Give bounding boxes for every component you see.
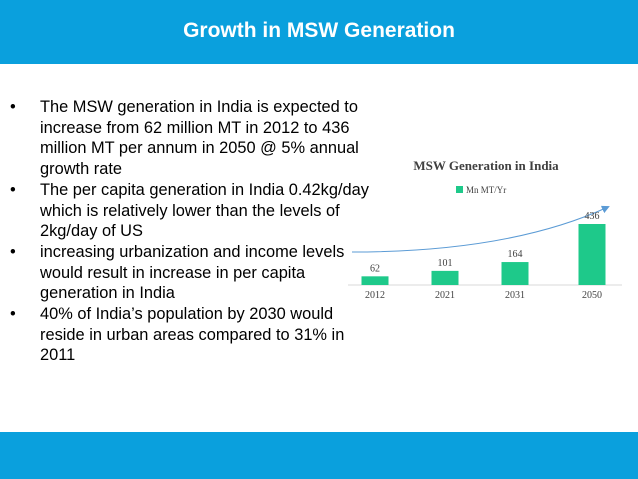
msw-chart: MSW Generation in India Mn MT/Yr 62 2012 1… [340, 152, 630, 312]
header-bar: Growth in MSW Generation [0, 0, 638, 64]
bullet-marker: • [10, 305, 16, 324]
bullet-text: The per capita generation in India 0.42k… [40, 180, 369, 241]
data-label-2021: 101 [438, 258, 453, 269]
x-tick-2021: 2021 [435, 290, 455, 301]
bar-2031 [501, 262, 529, 285]
bar-2050 [578, 224, 606, 285]
bullet-marker: • [10, 98, 16, 116]
bullet-text: increasing urbanization and income level… [40, 242, 345, 303]
bullet-list: • The MSW generation in India is expecte… [10, 97, 370, 366]
bullet-item: • 40% of India’s population by 2030 woul… [10, 304, 370, 366]
bar-2021 [431, 270, 459, 285]
x-tick-2050: 2050 [582, 290, 602, 301]
x-tick-2012: 2012 [365, 290, 385, 301]
bullet-item: • increasing urbanization and income lev… [10, 242, 370, 304]
bullet-text: The MSW generation in India is expected … [40, 98, 359, 179]
bullet-item: • The per capita generation in India 0.4… [10, 180, 370, 242]
data-label-2031: 164 [508, 249, 523, 260]
legend-label: Mn MT/Yr [466, 185, 506, 195]
bullet-marker: • [10, 180, 16, 199]
msw-chart-svg: MSW Generation in India Mn MT/Yr 62 2012 1… [348, 158, 622, 301]
bullet-item: • The MSW generation in India is expecte… [10, 97, 370, 180]
bar-2012 [361, 276, 389, 285]
trend-arrow [351, 205, 610, 253]
data-label-2012: 62 [370, 263, 380, 274]
chart-marks: 62 2012 101 2021 164 2031 436 2050 [361, 211, 606, 301]
bullet-marker: • [10, 242, 16, 261]
x-tick-2031: 2031 [505, 290, 525, 301]
slide-title: Growth in MSW Generation [183, 19, 455, 42]
bullet-text: 40% of India’s population by 2030 would … [40, 305, 345, 365]
legend-swatch [456, 186, 463, 193]
chart-title: MSW Generation in India [413, 158, 559, 173]
data-label-2050: 436 [585, 211, 600, 222]
footer-bar [0, 432, 638, 479]
